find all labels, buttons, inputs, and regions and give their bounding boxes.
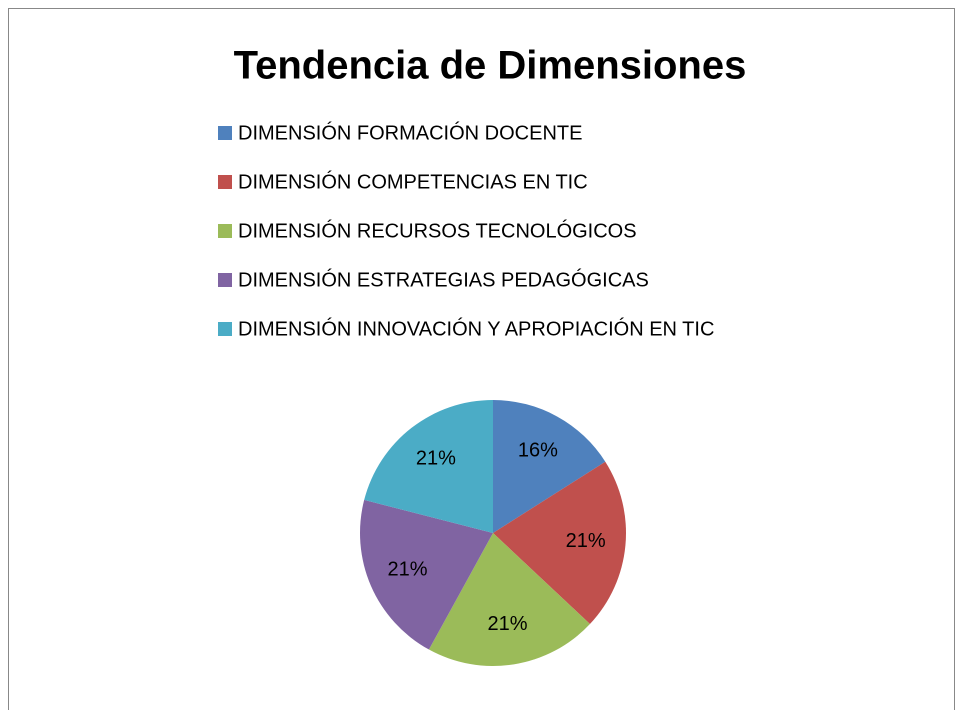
legend-swatch — [218, 224, 232, 238]
pie-slice — [364, 400, 493, 533]
legend-swatch — [218, 175, 232, 189]
legend-swatch — [218, 322, 232, 336]
legend-label: DIMENSIÓN ESTRATEGIAS PEDAGÓGICAS — [238, 268, 649, 291]
legend-swatch — [218, 126, 232, 140]
legend-label: DIMENSIÓN COMPETENCIAS EN TIC — [238, 170, 588, 193]
data-label: 21% — [566, 530, 606, 552]
legend-swatch — [218, 273, 232, 287]
data-label: 16% — [518, 440, 558, 462]
pie-slice — [360, 499, 493, 650]
legend-label: DIMENSIÓN INNOVACIÓN Y APROPIACIÓN EN TI… — [238, 317, 714, 340]
chart-title: Tendencia de Dimensiones — [234, 44, 747, 88]
legend-label: DIMENSIÓN FORMACIÓN DOCENTE — [238, 121, 582, 144]
pie-slice — [428, 533, 590, 666]
legend-label: DIMENSIÓN RECURSOS TECNOLÓGICOS — [238, 219, 637, 242]
data-label: 21% — [416, 448, 456, 470]
data-label: 21% — [488, 613, 528, 635]
data-label: 21% — [388, 558, 428, 580]
pie-slice — [493, 400, 606, 533]
pie-slice — [493, 461, 626, 625]
